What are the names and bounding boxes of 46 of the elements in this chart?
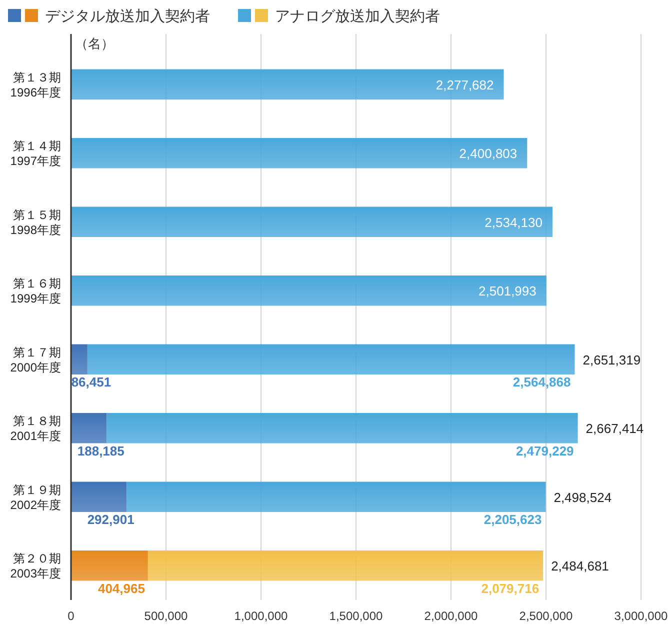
y-tick-label: 第２０期 2003年度 [10,552,61,581]
legend-label: アナログ放送加入契約者 [275,8,440,25]
total-label: 2,498,524 [554,490,612,505]
bar [71,482,127,512]
legend-label: デジタル放送加入契約者 [45,8,210,25]
data-label: 2,501,993 [478,284,536,299]
data-label: 2,479,229 [516,443,574,458]
data-label: 292,901 [87,512,134,527]
bar [71,138,528,168]
data-label: 2,205,623 [484,512,542,527]
bar [71,550,148,581]
bar [71,69,504,100]
data-label: 404,965 [98,580,145,596]
y-tick-label: 第１８期 2001年度 [10,414,61,444]
data-label: 188,185 [77,443,124,458]
y-tick-label: 第１３期 1996年度 [10,70,61,100]
data-label: 2,534,130 [484,214,542,230]
x-tick-label: 2,000,000 [424,609,478,623]
bar [71,206,552,237]
data-label: 2,564,868 [512,374,571,390]
bar [148,550,544,581]
total-label: 2,667,414 [586,421,644,436]
x-tick-label: 2,500,000 [519,609,574,623]
y-tick-label: 第１７期 2000年度 [10,345,61,374]
data-label: 86,451 [71,374,112,390]
bar [126,482,546,512]
x-tick-label: 500,000 [144,609,188,623]
y-tick-label: 第１４期 1997年度 [10,139,61,168]
y-tick-label: 第１５期 1998年度 [10,208,61,237]
data-label: 2,079,716 [481,580,540,596]
x-tick-label: 1,500,000 [329,609,384,623]
x-tick-label: 3,000,000 [614,609,668,623]
data-label: 2,400,803 [459,146,518,162]
bar [71,276,546,306]
x-tick-label: 0 [68,609,75,623]
bar [71,413,107,444]
y-tick-label: 第１９期 2002年度 [10,482,61,512]
x-axis-title: （名） [75,36,114,51]
total-label: 2,484,681 [551,558,609,574]
total-label: 2,651,319 [582,352,641,368]
data-label: 2,277,682 [436,77,494,92]
y-tick-label: 第１６期 1999年度 [10,276,61,306]
bar [71,344,88,374]
x-tick-label: 1,000,000 [234,609,288,623]
bar [106,413,578,444]
bar [87,344,575,374]
